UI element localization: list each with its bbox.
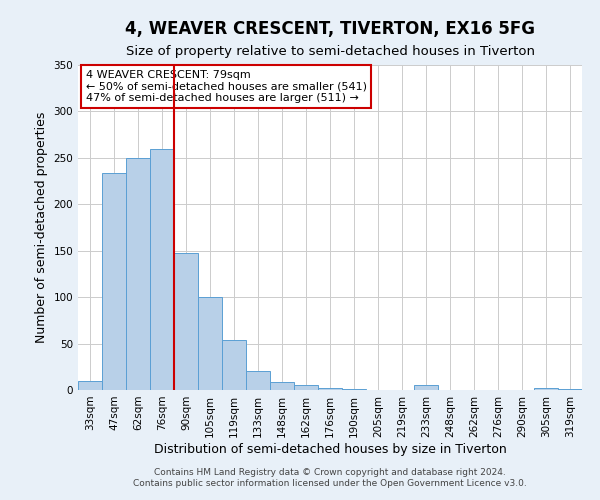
X-axis label: Distribution of semi-detached houses by size in Tiverton: Distribution of semi-detached houses by … bbox=[154, 442, 506, 456]
Bar bbox=[174, 252, 198, 390]
Bar bbox=[414, 386, 438, 390]
Bar bbox=[294, 386, 318, 390]
Bar bbox=[150, 148, 174, 390]
Text: Contains HM Land Registry data © Crown copyright and database right 2024.
Contai: Contains HM Land Registry data © Crown c… bbox=[133, 468, 527, 487]
Bar bbox=[534, 388, 558, 390]
Bar bbox=[558, 389, 582, 390]
Text: 4 WEAVER CRESCENT: 79sqm
← 50% of semi-detached houses are smaller (541)
47% of : 4 WEAVER CRESCENT: 79sqm ← 50% of semi-d… bbox=[86, 70, 367, 103]
Text: Size of property relative to semi-detached houses in Tiverton: Size of property relative to semi-detach… bbox=[125, 45, 535, 58]
Bar bbox=[342, 389, 366, 390]
Bar bbox=[102, 172, 126, 390]
Bar bbox=[222, 340, 246, 390]
Bar bbox=[126, 158, 150, 390]
Bar bbox=[318, 388, 342, 390]
Bar bbox=[270, 382, 294, 390]
Bar bbox=[78, 380, 102, 390]
Y-axis label: Number of semi-detached properties: Number of semi-detached properties bbox=[35, 112, 48, 343]
Bar bbox=[198, 297, 222, 390]
Bar bbox=[246, 372, 270, 390]
Text: 4, WEAVER CRESCENT, TIVERTON, EX16 5FG: 4, WEAVER CRESCENT, TIVERTON, EX16 5FG bbox=[125, 20, 535, 38]
